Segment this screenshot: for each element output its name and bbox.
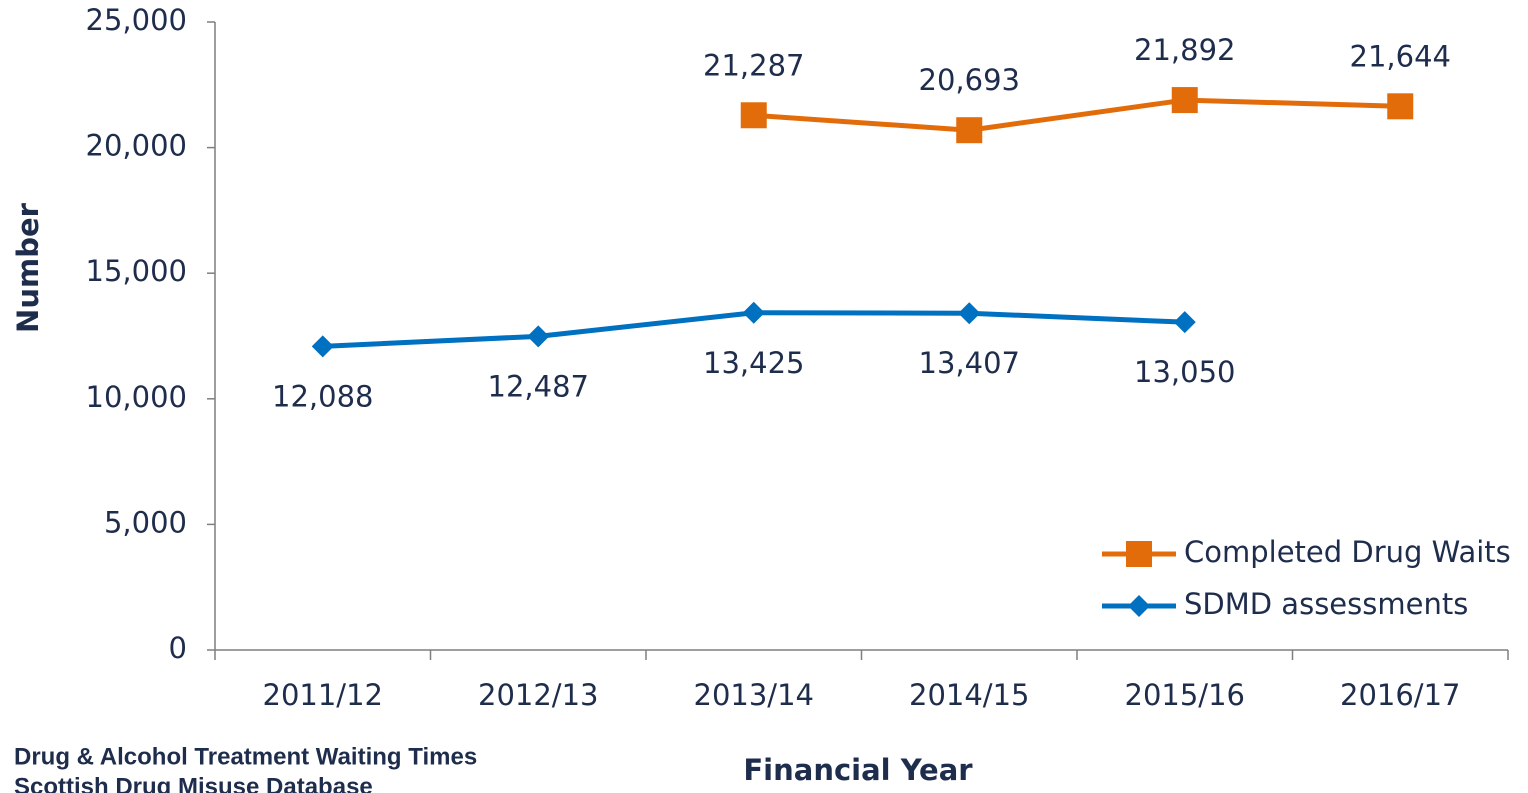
legend-marker xyxy=(1126,541,1152,567)
data-point xyxy=(742,301,765,324)
source-note: Scottish Drug Misuse Database xyxy=(14,773,373,793)
data-point xyxy=(1173,311,1196,334)
data-label: 13,407 xyxy=(919,346,1020,380)
y-tick-label: 20,000 xyxy=(86,129,187,163)
x-tick-label: 2013/14 xyxy=(694,678,814,712)
data-label: 12,088 xyxy=(272,379,373,413)
legend-marker xyxy=(1128,595,1150,617)
x-axis-label: Financial Year xyxy=(743,753,973,787)
data-label: 12,487 xyxy=(488,369,589,403)
data-label: 13,050 xyxy=(1134,355,1235,389)
y-tick-label: 15,000 xyxy=(86,254,187,288)
y-tick-label: 25,000 xyxy=(86,3,187,37)
data-label: 21,644 xyxy=(1350,39,1451,73)
source-note: Drug & Alcohol Treatment Waiting Times xyxy=(14,743,477,770)
data-point xyxy=(740,102,767,129)
x-tick-label: 2016/17 xyxy=(1340,678,1460,712)
legend-label: SDMD assessments xyxy=(1184,587,1468,621)
data-label: 21,287 xyxy=(703,48,804,82)
data-point xyxy=(956,117,983,144)
data-label: 13,425 xyxy=(703,346,804,380)
series-line xyxy=(753,97,1401,133)
y-tick-label: 10,000 xyxy=(86,380,187,414)
data-point xyxy=(1171,87,1198,114)
x-tick-label: 2012/13 xyxy=(478,678,598,712)
x-tick-label: 2014/15 xyxy=(909,678,1029,712)
y-tick-label: 0 xyxy=(169,631,187,665)
data-point xyxy=(311,335,334,358)
data-label: 20,693 xyxy=(919,63,1020,97)
y-tick-label: 5,000 xyxy=(104,505,187,539)
data-point xyxy=(527,325,550,348)
data-point xyxy=(958,302,981,325)
data-point xyxy=(1387,93,1414,120)
y-axis-label: Number xyxy=(11,202,45,333)
legend-label: Completed Drug Waits xyxy=(1184,535,1511,569)
x-tick-label: 2015/16 xyxy=(1125,678,1245,712)
x-tick-label: 2011/12 xyxy=(263,678,383,712)
data-label: 21,892 xyxy=(1134,33,1235,67)
